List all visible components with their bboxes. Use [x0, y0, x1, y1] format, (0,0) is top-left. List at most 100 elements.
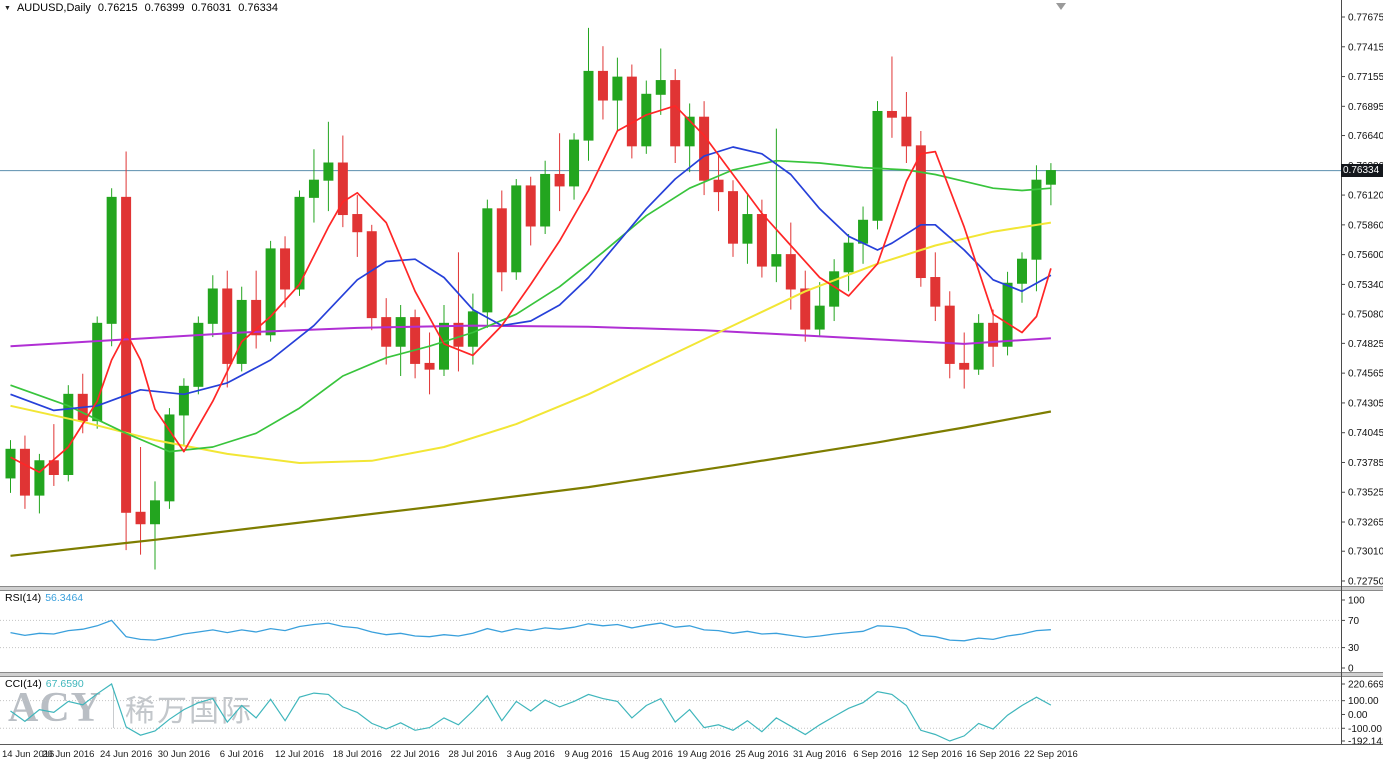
ohlc-low: 0.76031 — [191, 2, 232, 14]
candle-body-up — [106, 196, 117, 324]
candle-body-up — [655, 80, 666, 95]
candle-body-down — [901, 116, 912, 147]
candle-body-up — [742, 214, 753, 244]
candle-body-down — [337, 162, 348, 216]
candle-body-down — [19, 448, 30, 496]
candle-body-up — [569, 139, 580, 187]
candle-body-up — [973, 322, 984, 370]
price-axis-label: 0.74825 — [1348, 339, 1383, 350]
candle-body-down — [915, 145, 926, 279]
cci-axis-label: -192.1411 — [1348, 737, 1383, 748]
time-axis-label: 12 Jul 2016 — [275, 749, 324, 760]
time-axis-label: 25 Aug 2016 — [735, 749, 788, 760]
cci-axis-label: -100.00 — [1348, 724, 1382, 735]
panel-divider-edge — [0, 672, 1383, 673]
time-axis-label: 22 Jul 2016 — [391, 749, 440, 760]
candle-body-up — [814, 305, 825, 330]
candle-body-down — [525, 185, 536, 227]
candle-body-down — [785, 254, 796, 290]
candle-body-down — [121, 196, 132, 513]
candle-body-up — [511, 185, 522, 273]
price-axis-label: 0.76120 — [1348, 191, 1383, 202]
price-axis-label: 0.77675 — [1348, 13, 1383, 24]
candle-body-down — [944, 305, 955, 364]
candle-body-up — [540, 173, 551, 227]
candle-body-down — [670, 80, 681, 147]
candle-body-down — [251, 299, 262, 336]
candle-body-up — [178, 385, 189, 416]
time-axis-label: 22 Sep 2016 — [1024, 749, 1078, 760]
cci-value: 67.6590 — [45, 678, 84, 690]
price-axis-label: 0.75860 — [1348, 220, 1383, 231]
candle-body-down — [699, 116, 710, 181]
candle-body-down — [48, 460, 59, 475]
panel-divider[interactable] — [0, 673, 1383, 676]
candle-body-down — [381, 317, 392, 347]
time-axis-label: 12 Sep 2016 — [908, 749, 962, 760]
panel-divider-edge — [0, 676, 1383, 677]
price-axis-label: 0.73525 — [1348, 488, 1383, 499]
candle-body-up — [193, 322, 204, 387]
ohlc-open: 0.76215 — [97, 2, 138, 14]
cci-line — [10, 683, 1052, 742]
candle-body-down — [352, 214, 363, 233]
candle-body-up — [308, 179, 319, 198]
time-axis-label: 31 Aug 2016 — [793, 749, 846, 760]
ma-line-purple-long — [10, 324, 1051, 348]
candle-body-up — [323, 162, 334, 181]
candle-body-down — [135, 511, 146, 525]
candle-body-up — [207, 288, 218, 324]
price-axis-label: 0.76640 — [1348, 131, 1383, 142]
candle-body-up — [63, 393, 74, 475]
panel-divider-edge — [0, 586, 1383, 587]
candle-body-down — [554, 173, 565, 187]
candle-body-down — [424, 362, 435, 370]
time-axis-label: 6 Jul 2016 — [220, 749, 264, 760]
candle-body-up — [684, 116, 695, 147]
candle-body-up — [5, 448, 16, 479]
price-axis-label: 0.76895 — [1348, 102, 1383, 113]
candle-body-up — [439, 322, 449, 370]
symbol-dropdown-icon[interactable]: ▼ — [4, 4, 11, 12]
price-axis-label: 0.75080 — [1348, 310, 1383, 321]
time-axis-label: 3 Aug 2016 — [507, 749, 555, 760]
cci-name: CCI(14) — [5, 678, 42, 690]
candle-body-down — [366, 231, 377, 319]
candle-body-down — [280, 248, 291, 290]
candle-body-up — [265, 248, 276, 336]
ohlc-close: 0.76334 — [238, 2, 278, 14]
price-axis-label: 0.72750 — [1348, 577, 1383, 588]
price-axis-label: 0.74305 — [1348, 398, 1383, 409]
candle-body-up — [164, 414, 175, 502]
time-axis-label: 24 Jun 2016 — [100, 749, 152, 760]
time-axis-label: 9 Aug 2016 — [564, 749, 612, 760]
rsi-axis-label: 70 — [1348, 616, 1360, 627]
ohlc-high: 0.76399 — [144, 2, 185, 14]
time-axis-label: 28 Jul 2016 — [448, 749, 497, 760]
time-axis-label: 16 Sep 2016 — [966, 749, 1020, 760]
candles-layer — [5, 27, 1056, 570]
rsi-indicator-label: RSI(14) 56.3464 — [5, 592, 83, 604]
ma-line-green-trend — [10, 159, 1051, 453]
candle-body-down — [988, 322, 999, 347]
price-axis-label: 0.73265 — [1348, 518, 1383, 529]
time-axis-label: 19 Aug 2016 — [677, 749, 730, 760]
brand-divider — [113, 688, 114, 728]
candle-body-up — [872, 110, 883, 221]
price-axis-label: 0.75340 — [1348, 280, 1383, 291]
price-axis[interactable] — [1342, 0, 1383, 744]
brand-chinese-text: 稀万国际 — [125, 695, 253, 728]
candle-body-down — [222, 288, 233, 364]
bid-price-badge: 0.76334 — [1341, 164, 1383, 177]
panel-divider-edge — [0, 590, 1383, 591]
candle-body-up — [1017, 258, 1027, 284]
brand-logo-text: ACY — [8, 685, 102, 731]
time-axis[interactable] — [0, 745, 1383, 765]
ma-line-red-fast — [10, 104, 1052, 474]
cci-axis-label: 0.00 — [1348, 710, 1368, 721]
time-axis-label: 6 Sep 2016 — [853, 749, 902, 760]
time-axis-label: 20 Jun 2016 — [42, 749, 94, 760]
rsi-line — [10, 619, 1051, 642]
panel-divider[interactable] — [0, 587, 1383, 590]
